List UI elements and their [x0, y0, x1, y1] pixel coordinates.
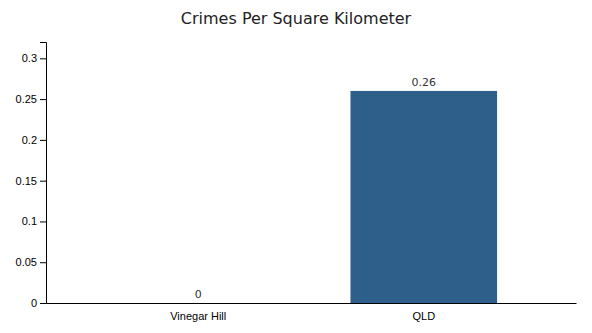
x-tick: QLD	[412, 310, 435, 322]
y-tick-mark	[40, 303, 46, 304]
y-tick-mark	[40, 140, 46, 141]
x-tick: Vinegar Hill	[170, 310, 226, 322]
y-tick-mark	[40, 99, 46, 100]
y-tick-mark	[40, 58, 46, 59]
plot: 00.050.10.150.20.250.3Vinegar HillQLD00.…	[16, 43, 577, 322]
data-label: 0	[195, 288, 202, 301]
chart: 00.050.10.150.20.250.3Vinegar HillQLD00.…	[0, 0, 592, 333]
y-tick: 0.2	[22, 134, 46, 146]
y-tick: 0.1	[22, 215, 46, 227]
y-tick-label: 0.05	[16, 256, 37, 268]
data-label: 0.26	[412, 76, 437, 89]
data-labels: 00.26	[195, 76, 436, 301]
y-tick: 0	[31, 297, 46, 309]
y-tick-label: 0.3	[22, 52, 37, 64]
y-tick-label: 0.15	[16, 175, 37, 187]
y-tick-mark	[40, 181, 46, 182]
y-tick-label: 0.2	[22, 134, 37, 146]
y-axis: 0 0.05 0.1 0.15 0.2 0.25 0.3	[16, 43, 47, 310]
y-tick: 0.15	[16, 175, 46, 187]
title: Crimes Per Square Kilometer	[181, 9, 412, 28]
y-tick: 0.3	[22, 52, 46, 64]
bar	[350, 91, 497, 303]
y-tick-label: 0.1	[22, 215, 37, 227]
y-tick: 0.05	[16, 256, 46, 268]
x-axis: Vinegar Hill QLD	[47, 304, 577, 322]
bar	[125, 303, 272, 304]
x-axis-line	[47, 303, 577, 304]
y-tick-mark	[40, 221, 46, 222]
y-tick-mark	[40, 262, 46, 263]
y-tick-label: 0.25	[16, 93, 37, 105]
y-axis-line	[40, 43, 47, 304]
y-tick: 0.25	[16, 93, 46, 105]
bars	[350, 91, 497, 303]
y-tick-label: 0	[31, 297, 37, 309]
x-tick-label: QLD	[412, 310, 435, 322]
x-tick-label: Vinegar Hill	[170, 310, 226, 322]
